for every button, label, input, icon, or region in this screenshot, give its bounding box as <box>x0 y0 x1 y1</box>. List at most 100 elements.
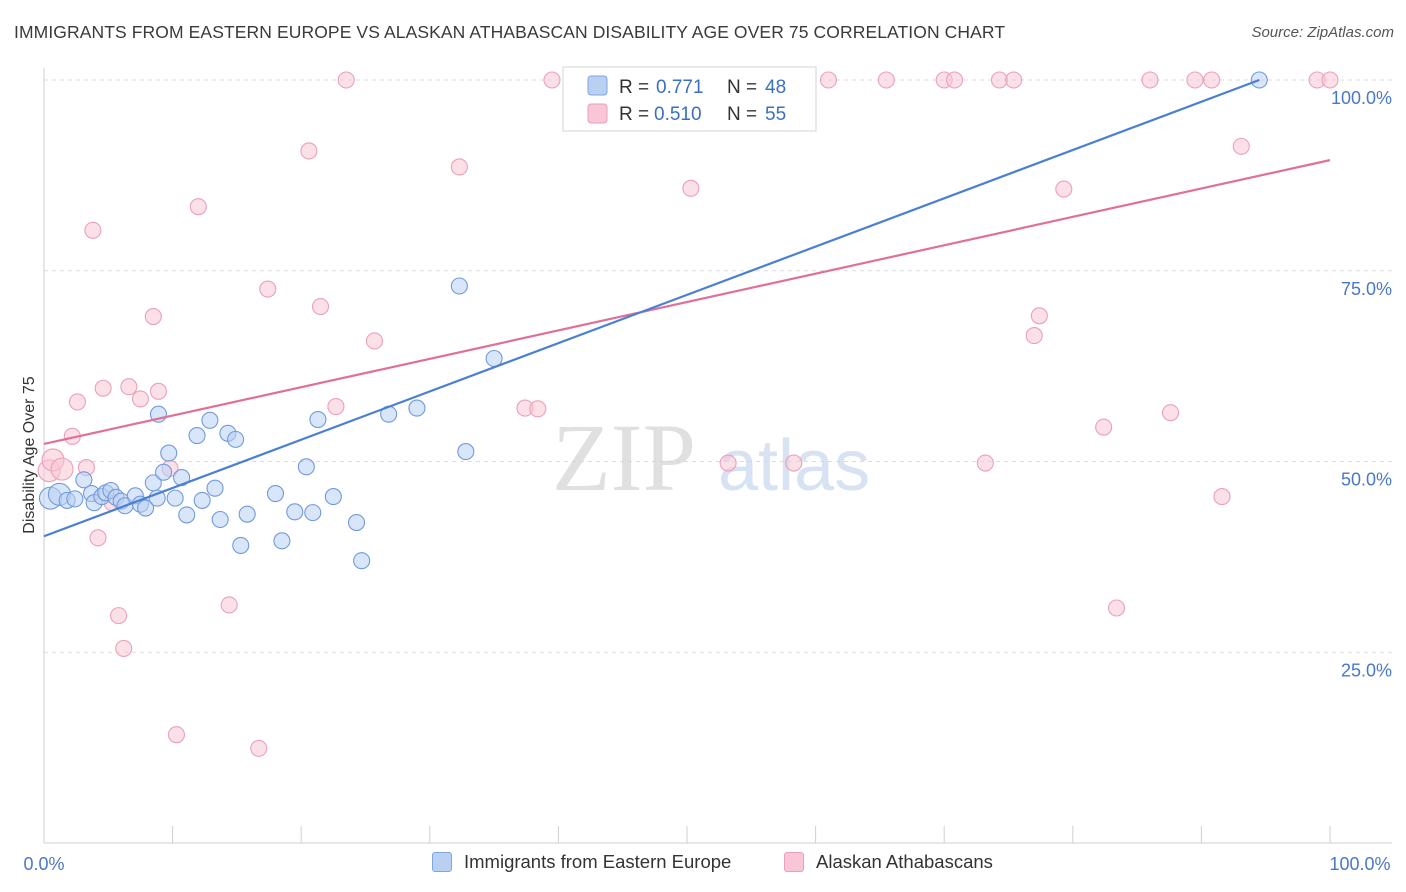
eastern-europe-point-20 <box>160 444 178 462</box>
eastern-europe-point-23 <box>178 506 196 524</box>
eastern-europe-point-27 <box>206 479 224 497</box>
y-tick-label-100: 100.0% <box>1331 88 1392 108</box>
eastern-europe-point-30 <box>227 430 245 448</box>
athabascan-point-44 <box>1055 180 1073 198</box>
legend-n-label-1: N = <box>727 77 757 98</box>
athabascan-point-49 <box>1186 71 1204 89</box>
y-tick-label-75: 75.0% <box>1341 279 1392 299</box>
athabascan-point-52 <box>1232 137 1250 155</box>
athabascan-point-18 <box>189 198 207 216</box>
eastern-europe-point-21 <box>166 489 184 507</box>
legend-r-label-2: R = <box>619 104 649 125</box>
eastern-europe-point-36 <box>297 458 315 476</box>
athabascan-point-6 <box>84 221 102 239</box>
eastern-europe-point-3 <box>66 490 84 508</box>
x-tick-label-min: 0.0% <box>23 854 64 874</box>
eastern-europe-point-41 <box>353 552 371 570</box>
athabascan-point-38 <box>945 71 964 89</box>
athabascan-point-27 <box>450 158 468 176</box>
athabascan-point-30 <box>543 71 561 89</box>
eastern-europe-point-4 <box>75 471 93 489</box>
athabascan-point-34 <box>785 454 803 472</box>
y-tick-label-25: 25.0% <box>1341 660 1392 680</box>
athabascan-point-50 <box>1203 71 1221 89</box>
stats-legend: R = 0.771 N = 48 R = 0.510 N = 55 <box>562 66 817 132</box>
athabascan-point-2 <box>50 457 74 481</box>
eastern-europe-point-43 <box>408 399 426 417</box>
eastern-europe-point-40 <box>347 513 366 532</box>
athabascan-point-12 <box>120 378 138 396</box>
athabascan-point-7 <box>89 529 107 547</box>
eastern-europe-point-26 <box>201 411 219 429</box>
eastern-europe-point-24 <box>188 427 206 445</box>
y-tick-labels: 25.0% 50.0% 75.0% 100.0% <box>1331 88 1392 680</box>
athabascan-point-35 <box>819 71 838 89</box>
athabascan-point-24 <box>327 398 345 416</box>
bottom-legend-label-series1: Immigrants from Eastern Europe <box>464 851 732 872</box>
bottom-legend-item-series1: Immigrants from Eastern Europe <box>432 851 731 873</box>
legend-n-label-2: N = <box>727 104 757 125</box>
grid-lines <box>44 79 1392 653</box>
series-athabascan-points <box>37 71 1339 757</box>
athabascan-point-8 <box>94 379 112 397</box>
athabascan-point-46 <box>1107 599 1126 617</box>
watermark-zip: ZIP <box>552 404 696 511</box>
x-tick-label-max: 100.0% <box>1329 854 1390 874</box>
eastern-europe-point-15 <box>137 499 155 517</box>
athabascan-point-29 <box>529 400 547 418</box>
eastern-europe-point-28 <box>211 510 229 529</box>
athabascan-point-43 <box>1030 307 1048 325</box>
athabascan-point-51 <box>1213 488 1231 506</box>
athabascan-point-48 <box>1161 404 1180 422</box>
y-tick-label-50: 50.0% <box>1341 470 1392 490</box>
bottom-legend-swatch-series2 <box>784 852 804 872</box>
athabascan-point-20 <box>250 739 268 757</box>
athabascan-point-23 <box>311 298 330 316</box>
eastern-europe-point-44 <box>450 277 468 295</box>
athabascan-point-26 <box>365 332 384 350</box>
eastern-europe-point-31 <box>232 536 250 554</box>
athabascan-point-15 <box>149 382 168 400</box>
athabascan-point-19 <box>220 596 238 614</box>
athabascan-point-22 <box>300 142 318 160</box>
eastern-europe-point-35 <box>286 503 304 521</box>
bottom-legend: Immigrants from Eastern Europe Alaskan A… <box>0 851 1406 879</box>
athabascan-point-54 <box>1321 71 1339 89</box>
athabascan-point-33 <box>719 454 737 472</box>
athabascan-point-32 <box>682 179 700 197</box>
y-axis-label: Disability Age Over 75 <box>21 376 38 534</box>
athabascan-point-17 <box>167 726 186 744</box>
eastern-europe-point-39 <box>324 488 342 506</box>
bottom-legend-item-series2: Alaskan Athabascans <box>784 851 993 873</box>
legend-swatch-series1 <box>587 75 608 96</box>
athabascan-point-36 <box>877 71 895 89</box>
legend-n-value-1: 48 <box>765 77 786 98</box>
trend-line-eastern-europe <box>43 78 1260 538</box>
eastern-europe-point-34 <box>273 532 291 550</box>
series-eastern-europe-points <box>38 71 1268 570</box>
source-label: Source: ZipAtlas.com <box>1251 24 1394 41</box>
athabascan-point-41 <box>1005 71 1023 89</box>
legend-n-value-2: 55 <box>765 104 786 125</box>
bottom-legend-label-series2: Alaskan Athabascans <box>816 851 993 872</box>
athabascan-point-14 <box>144 307 162 326</box>
legend-r-value-2: 0.510 <box>654 104 702 125</box>
legend-swatch-series2 <box>587 103 608 124</box>
x-tick-marks <box>172 826 1331 843</box>
legend-r-label-1: R = <box>619 77 649 98</box>
trend-line-athabascan <box>43 159 1331 446</box>
athabascan-point-45 <box>1095 418 1113 436</box>
athabascan-point-13 <box>131 390 149 408</box>
legend-r-value-1: 0.771 <box>656 77 704 98</box>
athabascan-point-25 <box>337 71 355 89</box>
eastern-europe-point-38 <box>309 410 327 429</box>
eastern-europe-point-19 <box>155 463 173 481</box>
bottom-legend-swatch-series1 <box>432 852 452 872</box>
eastern-europe-point-25 <box>193 491 211 509</box>
athabascan-point-47 <box>1141 71 1159 89</box>
chart-title: IMMIGRANTS FROM EASTERN EUROPE VS ALASKA… <box>14 22 1006 42</box>
trend-lines <box>43 78 1331 538</box>
athabascan-point-42 <box>1025 327 1043 345</box>
eastern-europe-point-37 <box>304 504 322 522</box>
